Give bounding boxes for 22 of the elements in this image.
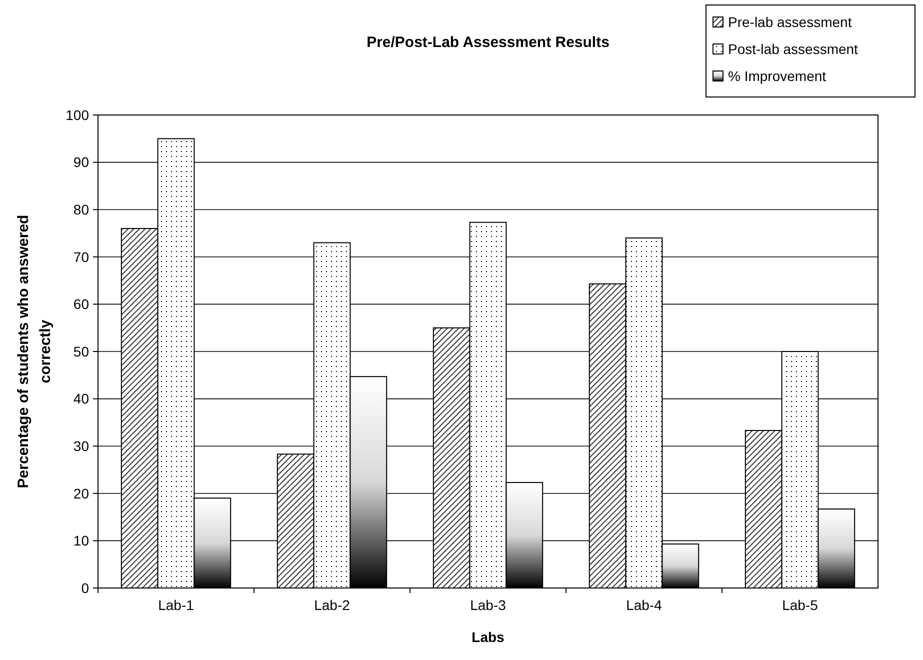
y-tick-label: 20 xyxy=(73,485,90,502)
legend-label: Pre-lab assessment xyxy=(728,14,852,30)
y-tick-label: 30 xyxy=(73,438,90,454)
x-tick-label: Lab-2 xyxy=(314,597,350,613)
y-tick-label: 70 xyxy=(73,248,90,265)
chart-title: Pre/Post-Lab Assessment Results xyxy=(366,34,610,51)
y-tick-label: 0 xyxy=(81,580,90,596)
legend-label: Post-lab assessment xyxy=(728,40,858,57)
x-tick-label: Lab-4 xyxy=(626,597,662,613)
y-tick-label: 40 xyxy=(73,390,90,407)
y-tick-label: 10 xyxy=(73,532,90,549)
y-tick-label: 90 xyxy=(73,154,90,170)
x-tick-label: Lab-5 xyxy=(782,597,818,613)
y-tick-label: 80 xyxy=(73,202,90,218)
y-tick-label: 100 xyxy=(66,106,90,123)
x-tick-label: Lab-3 xyxy=(470,597,506,613)
legend-label: % Improvement xyxy=(728,68,826,84)
y-tick-label: 60 xyxy=(73,296,90,312)
y-axis-title: Percentage of students who answered correctly xyxy=(15,214,54,488)
x-tick-label: Lab-1 xyxy=(158,597,194,613)
x-axis-title: Labs xyxy=(472,629,505,645)
y-tick-label: 50 xyxy=(73,343,90,360)
